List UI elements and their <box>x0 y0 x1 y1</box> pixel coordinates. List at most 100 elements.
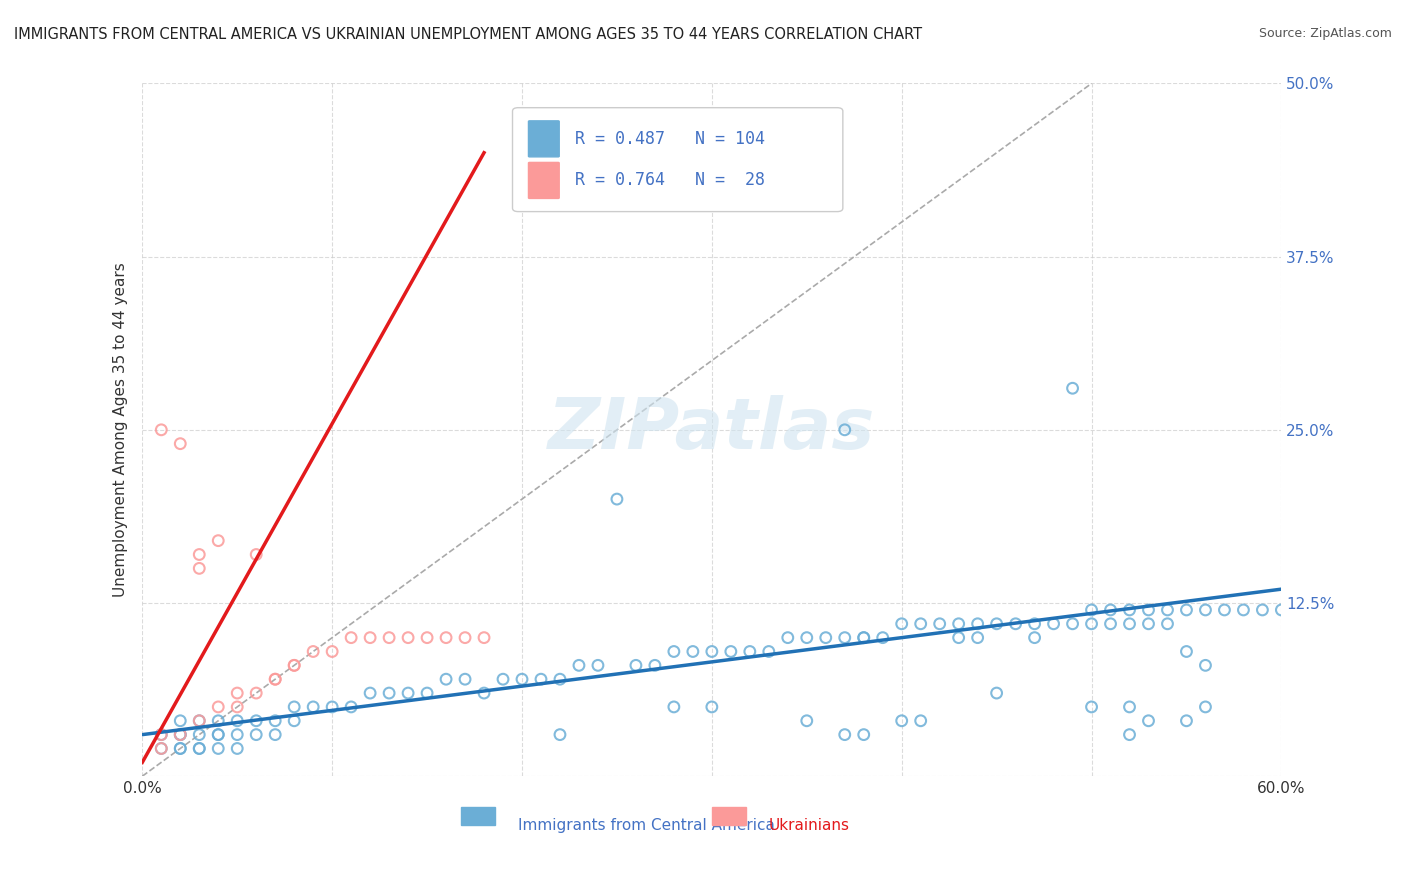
FancyBboxPatch shape <box>513 108 842 211</box>
Point <box>852 631 875 645</box>
Text: ZIPatlas: ZIPatlas <box>548 395 876 465</box>
Point <box>1118 603 1140 617</box>
Point <box>624 658 647 673</box>
Point <box>264 672 287 686</box>
Point <box>245 728 267 742</box>
Point <box>207 714 229 728</box>
Point <box>207 728 229 742</box>
Point <box>1213 603 1236 617</box>
Point <box>226 700 249 714</box>
Point <box>207 533 229 548</box>
Point <box>1137 616 1160 631</box>
Point <box>1062 381 1084 395</box>
Point <box>662 700 685 714</box>
Point <box>890 616 912 631</box>
Point <box>890 714 912 728</box>
Point <box>302 644 325 658</box>
Bar <box>711 807 747 825</box>
Point <box>169 728 191 742</box>
Point <box>1004 616 1026 631</box>
Point <box>948 616 970 631</box>
Point <box>662 644 685 658</box>
Point <box>169 741 191 756</box>
Point <box>188 714 211 728</box>
Point <box>548 672 571 686</box>
Point <box>492 672 515 686</box>
Point <box>434 631 457 645</box>
Point <box>568 658 591 673</box>
Point <box>644 658 666 673</box>
Point <box>548 728 571 742</box>
Point <box>1099 616 1122 631</box>
Point <box>852 728 875 742</box>
Point <box>928 616 950 631</box>
Point <box>796 714 818 728</box>
Point <box>1194 603 1216 617</box>
Point <box>700 644 723 658</box>
Point <box>169 741 191 756</box>
Point <box>396 686 419 700</box>
Point <box>530 672 553 686</box>
Point <box>1137 714 1160 728</box>
Point <box>454 631 477 645</box>
Point <box>150 728 173 742</box>
Point <box>606 492 628 507</box>
Point <box>948 631 970 645</box>
Point <box>416 686 439 700</box>
Point <box>720 644 742 658</box>
Point <box>852 631 875 645</box>
Point <box>1156 603 1178 617</box>
Point <box>359 686 381 700</box>
Point <box>340 631 363 645</box>
Point <box>1137 603 1160 617</box>
Point <box>986 686 1008 700</box>
Point <box>207 728 229 742</box>
Point <box>834 728 856 742</box>
Point <box>472 686 495 700</box>
Point <box>302 700 325 714</box>
Point <box>283 714 305 728</box>
Point <box>188 741 211 756</box>
Point <box>188 561 211 575</box>
Point <box>321 700 343 714</box>
Point <box>1080 603 1102 617</box>
Point <box>150 423 173 437</box>
Point <box>416 631 439 645</box>
Point <box>1270 603 1292 617</box>
Point <box>1118 728 1140 742</box>
Point <box>245 548 267 562</box>
Text: R = 0.764   N =  28: R = 0.764 N = 28 <box>575 171 765 189</box>
Y-axis label: Unemployment Among Ages 35 to 44 years: Unemployment Among Ages 35 to 44 years <box>114 262 128 597</box>
Point <box>188 741 211 756</box>
Point <box>454 672 477 686</box>
Point <box>1175 644 1198 658</box>
Point <box>834 631 856 645</box>
Point <box>796 631 818 645</box>
Point <box>150 728 173 742</box>
Point <box>1175 603 1198 617</box>
Point <box>1024 616 1046 631</box>
Point <box>1194 700 1216 714</box>
Point <box>586 658 609 673</box>
Text: Source: ZipAtlas.com: Source: ZipAtlas.com <box>1258 27 1392 40</box>
Point <box>245 714 267 728</box>
Point <box>245 686 267 700</box>
Point <box>510 672 533 686</box>
Point <box>814 631 837 645</box>
FancyBboxPatch shape <box>529 120 560 157</box>
Point <box>226 714 249 728</box>
Point <box>1175 714 1198 728</box>
Point <box>169 728 191 742</box>
Point <box>1042 616 1064 631</box>
Point <box>776 631 799 645</box>
Point <box>758 644 780 658</box>
Point <box>359 631 381 645</box>
Point <box>1080 616 1102 631</box>
Point <box>396 631 419 645</box>
Point <box>283 700 305 714</box>
Point <box>1080 700 1102 714</box>
Point <box>169 436 191 450</box>
Point <box>1194 658 1216 673</box>
Point <box>966 616 988 631</box>
Point <box>188 714 211 728</box>
